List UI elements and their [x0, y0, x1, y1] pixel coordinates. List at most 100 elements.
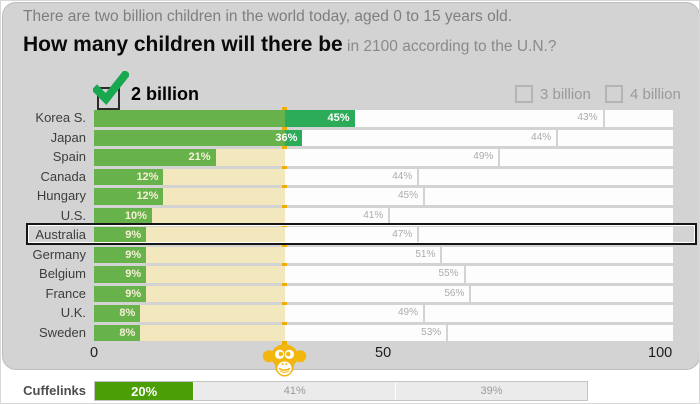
bar-3billion-label: 47% [392, 229, 413, 240]
segment-divider [440, 246, 443, 263]
bar-3billion-label: 51% [415, 248, 436, 260]
answer-checkbox-2billion[interactable] [97, 87, 120, 110]
bar-row-canada[interactable]: 12% 44% [94, 168, 673, 185]
bar-value-label: 8% [119, 307, 136, 319]
bar-2billion [285, 129, 303, 146]
bar-2billion [285, 110, 355, 127]
segment-divider [498, 149, 501, 166]
bar-value-label: 8% [119, 326, 136, 339]
header-subtitle: There are two billion children in the wo… [23, 8, 513, 25]
bar-row-spain[interactable]: 21% 49% [94, 149, 673, 166]
x-tick-0: 0 [90, 345, 99, 361]
bar-3billion-label: 55% [438, 268, 459, 279]
chance-zone-segment [146, 285, 286, 302]
chance-zone-segment [140, 305, 286, 322]
segment-divider [423, 188, 426, 205]
bar-row-hungary[interactable]: 12% 45% [94, 188, 673, 205]
chance-zone-segment [163, 188, 286, 205]
chance-zone-segment [146, 246, 286, 263]
category-label: France [45, 285, 86, 301]
segment-divider [469, 285, 472, 302]
bar-2billion-shaded [94, 149, 216, 166]
bar-row-australia[interactable]: 9% 47% [94, 227, 673, 244]
bar-3billion-label: 44% [392, 170, 413, 182]
bar-row-uk[interactable]: 8% 49% [94, 305, 673, 322]
bar-2billion-shaded [94, 246, 147, 263]
header-question: How many children will there be in 2100 … [23, 33, 556, 57]
bar-2billion-shaded [94, 207, 152, 224]
answer-label-2billion: 2 billion [131, 84, 200, 104]
bar-3billion-label: 44% [531, 131, 552, 143]
x-tick-100: 100 [648, 345, 673, 361]
bar-2billion-shaded [94, 129, 286, 146]
category-label: Belgium [39, 266, 86, 281]
x-tick-50: 50 [375, 345, 392, 361]
category-label: U.S. [60, 207, 86, 223]
segment-divider [417, 168, 420, 185]
category-label: Spain [52, 149, 86, 164]
bar-row-us[interactable]: 10% 41% [94, 207, 673, 224]
bar-value-label: 9% [125, 229, 142, 241]
source-label: Cuffelinks [23, 383, 86, 398]
segment-divider [388, 207, 391, 224]
bar-3billion-label: 45% [398, 190, 419, 201]
checkbox-empty-icon[interactable] [515, 85, 533, 103]
segment-divider [446, 324, 449, 341]
bar-value-label: 36% [275, 131, 298, 144]
answer-label-3billion: 3 billion [540, 85, 591, 103]
category-labels: Korea S. Japan Spain Canada Hungary U.S. Austr… [1, 110, 86, 344]
green-check-icon [93, 71, 129, 105]
segment-divider [556, 129, 559, 146]
bar-value-label: 9% [125, 287, 142, 300]
bar-2billion-shaded [94, 266, 147, 283]
bar-value-label: 45% [327, 112, 350, 124]
bar-3billion-label: 41% [363, 209, 384, 221]
chimp-face-icon [262, 344, 307, 377]
bar-2billion-shaded [94, 110, 286, 127]
bar-value-label: 9% [125, 268, 142, 280]
category-label: Korea S. [35, 110, 86, 125]
category-label: Sweden [39, 324, 86, 340]
bar-row-germany[interactable]: 9% 51% [94, 246, 673, 263]
checkbox-empty-icon[interactable] [605, 85, 623, 103]
answer-option-4billion[interactable]: 4 billion [605, 85, 681, 103]
chance-zone-segment [163, 168, 286, 185]
bar-2billion-shaded [94, 188, 164, 205]
chance-zone-segment [140, 324, 286, 341]
segment-divider [423, 305, 426, 322]
bar-row-koreas[interactable]: 45% 43% [94, 110, 673, 127]
bar-row-sweden[interactable]: 8% 53% [94, 324, 673, 341]
bar-3billion-label: 53% [421, 326, 442, 338]
category-label: Canada [40, 168, 86, 184]
bar-value-label: 12% [136, 190, 159, 202]
bar-2billion-shaded [94, 168, 164, 185]
bar-row-france[interactable]: 9% 56% [94, 285, 673, 302]
answer-option-3billion[interactable]: 3 billion [515, 85, 591, 103]
category-label: Japan [50, 129, 86, 145]
chance-zone-segment [146, 266, 286, 283]
chance-zone-segment [146, 227, 286, 244]
answer-label-4billion: 4 billion [630, 85, 681, 103]
bar-3billion-label: 49% [473, 151, 494, 162]
bar-row-belgium[interactable]: 9% 55% [94, 266, 673, 283]
chance-zone-segment [215, 149, 286, 166]
source-segment-3billion: 41% [193, 382, 396, 400]
bar-2billion-shaded [94, 305, 141, 322]
source-segment-2billion: 20% [95, 382, 194, 400]
source-result-bar: 20% 41% 39% [94, 381, 588, 401]
segment-divider [602, 110, 605, 127]
bar-value-label: 12% [136, 170, 159, 183]
category-label: U.K. [60, 305, 86, 320]
bar-row-japan[interactable]: 36% 44% [94, 129, 673, 146]
bar-3billion-label: 43% [577, 112, 598, 123]
header-question-bold: How many children will there be [23, 33, 343, 56]
header-question-rest: in 2100 according to the U.N.? [342, 38, 557, 55]
bar-value-label: 21% [188, 151, 211, 163]
source-segment-4billion: 39% [395, 382, 587, 400]
category-label: Australia [35, 227, 86, 242]
chance-zone-segment [151, 207, 286, 224]
category-label: Hungary [36, 188, 86, 203]
bar-2billion-shaded [94, 324, 141, 341]
bar-3billion-label: 49% [398, 307, 419, 318]
